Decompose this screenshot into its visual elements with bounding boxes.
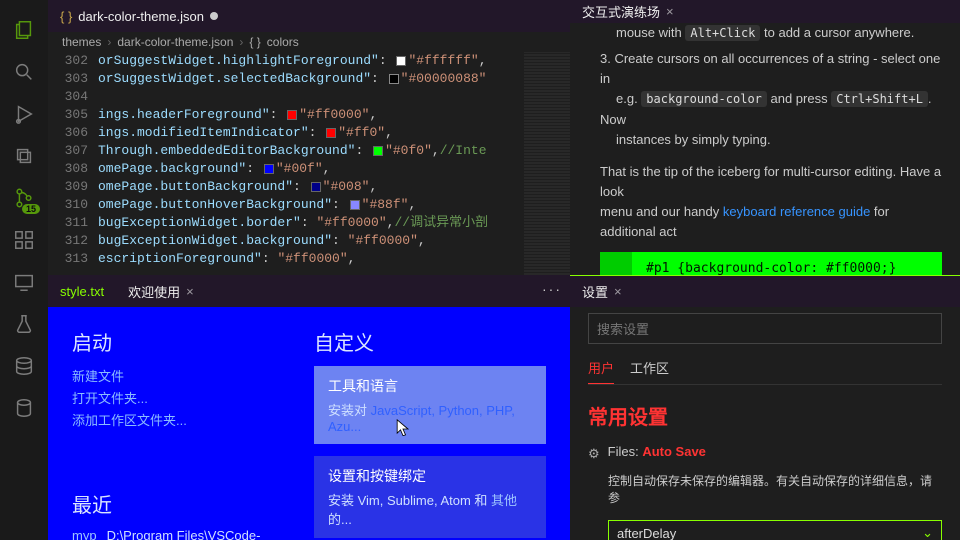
- search-icon[interactable]: [12, 60, 36, 84]
- settings-panel: 设置 × 搜索设置 用户 工作区 常用设置 ⚙ Files: Auto Save…: [570, 275, 960, 540]
- card-tools-lang[interactable]: 工具和语言 安装对 JavaScript, Python, PHP, Azu..…: [314, 366, 546, 444]
- text: 其他: [491, 493, 517, 508]
- playground-body: mouse with Alt+Click to add a cursor any…: [570, 23, 960, 275]
- extensions-icon[interactable]: [12, 228, 36, 252]
- text: 安装 Vim, Sublime, Atom 和: [328, 493, 491, 508]
- tab-settings[interactable]: 设置 ×: [570, 276, 634, 307]
- code: background-color: [641, 91, 767, 107]
- tab-title: dark-color-theme.json: [78, 9, 204, 24]
- playground-tabbar: 交互式演练场 ×: [570, 0, 960, 23]
- chevron-down-icon: ⌄: [922, 525, 933, 540]
- kbd: Alt+Click: [685, 25, 760, 41]
- section-title: 自定义: [314, 327, 546, 356]
- card-keybindings[interactable]: 设置和按键绑定 安装 Vim, Sublime, Atom 和 其他 的...: [314, 456, 546, 538]
- beaker-icon[interactable]: [12, 312, 36, 336]
- text: That is the tip of the iceberg for multi…: [600, 164, 941, 199]
- code-line: #p1 {background-color: #ff0000;}: [646, 260, 942, 275]
- close-icon[interactable]: ×: [666, 4, 674, 19]
- tab-json-file[interactable]: { } dark-color-theme.json: [48, 0, 230, 32]
- minimap[interactable]: [524, 52, 570, 275]
- text: menu and our handy: [600, 204, 723, 219]
- setting-val: Auto Save: [642, 444, 706, 459]
- code-block[interactable]: #p1 {background-color: #ff0000;} #p2 {ba…: [600, 252, 942, 275]
- welcome-panel: style.txt 欢迎使用 × ··· 启动 新建文件 打开文件夹... 添加…: [48, 275, 570, 540]
- setting-desc: 控制自动保存未保存的编辑器。有关自动保存的详细信息，请参: [608, 472, 942, 506]
- text: and press: [767, 91, 831, 106]
- gutter: 302303304305306307308309310311312313: [48, 52, 98, 275]
- tab-title: 设置: [582, 282, 608, 301]
- card-title: 工具和语言: [328, 376, 532, 396]
- code-lines[interactable]: orSuggestWidget.highlightForeground": "#…: [98, 52, 570, 275]
- run-debug-icon[interactable]: [12, 102, 36, 126]
- setting-key: Files:: [608, 444, 643, 459]
- playground-panel: 交互式演练场 × mouse with Alt+Click to add a c…: [570, 0, 960, 275]
- more-icon[interactable]: ···: [542, 281, 562, 297]
- breadcrumb-seg[interactable]: themes: [62, 35, 101, 49]
- link[interactable]: keyboard reference guide: [723, 204, 870, 219]
- scope-workspace[interactable]: 工作区: [630, 352, 669, 384]
- source-control-icon[interactable]: 15: [12, 186, 36, 210]
- breadcrumb-seg[interactable]: dark-color-theme.json: [117, 35, 233, 49]
- section-title: 启动: [72, 327, 304, 356]
- scope-tabs: 用户 工作区: [588, 352, 942, 385]
- card-title: 设置和按键绑定: [328, 466, 532, 486]
- copy-icon[interactable]: [12, 144, 36, 168]
- autosave-dropdown[interactable]: afterDelay ⌄: [608, 520, 942, 540]
- code-area[interactable]: 302303304305306307308309310311312313 orS…: [48, 52, 570, 275]
- link-open-folder[interactable]: 打开文件夹...: [72, 388, 304, 407]
- activity-bar: 15: [0, 0, 48, 540]
- kbd: Ctrl+Shift+L: [831, 91, 928, 107]
- settings-tabbar: 设置 ×: [570, 276, 960, 307]
- link-new-file[interactable]: 新建文件: [72, 366, 304, 385]
- tab-playground[interactable]: 交互式演练场 ×: [570, 0, 686, 23]
- tab-welcome[interactable]: 欢迎使用 ×: [116, 275, 206, 307]
- section-common: 常用设置: [588, 401, 942, 430]
- close-icon[interactable]: ×: [186, 284, 194, 299]
- scm-badge: 15: [22, 204, 40, 214]
- text: to add a cursor anywhere.: [760, 25, 914, 40]
- cylinder-icon[interactable]: [12, 396, 36, 420]
- scope-user[interactable]: 用户: [588, 352, 614, 384]
- section-title: 最近: [72, 489, 304, 518]
- close-icon[interactable]: ×: [614, 284, 622, 299]
- editor-tabbar: { } dark-color-theme.json: [48, 0, 570, 32]
- recent-path: D:\Program Files\VSCode-win32-...: [107, 528, 304, 540]
- link-add-workspace[interactable]: 添加工作区文件夹...: [72, 410, 304, 429]
- text: 3. Create cursors on all occurrences of …: [600, 51, 940, 86]
- stack-icon[interactable]: [12, 354, 36, 378]
- remote-icon[interactable]: [12, 270, 36, 294]
- tab-title: 交互式演练场: [582, 2, 660, 21]
- welcome-tabbar: style.txt 欢迎使用 × ···: [48, 275, 570, 307]
- text: mouse with: [616, 25, 685, 40]
- files-icon[interactable]: [12, 18, 36, 42]
- welcome-custom-col: 自定义 工具和语言 安装对 JavaScript, Python, PHP, A…: [314, 327, 546, 540]
- welcome-start-col: 启动 新建文件 打开文件夹... 添加工作区文件夹... 最近 myp D:\P…: [72, 327, 304, 540]
- recent-item[interactable]: myp D:\Program Files\VSCode-win32-...: [72, 528, 304, 540]
- setting-autosave: ⚙ Files: Auto Save: [588, 444, 942, 462]
- tab-title: 欢迎使用: [128, 282, 180, 301]
- breadcrumb[interactable]: themes › dark-color-theme.json › { } col…: [48, 32, 570, 52]
- tab-style-txt[interactable]: style.txt: [48, 275, 116, 307]
- text: e.g.: [616, 91, 641, 106]
- breadcrumb-seg[interactable]: colors: [267, 35, 299, 49]
- dropdown-value: afterDelay: [617, 526, 676, 540]
- text: 的...: [328, 512, 352, 527]
- editor-json: { } dark-color-theme.json themes › dark-…: [48, 0, 570, 275]
- text: 安装对: [328, 403, 371, 418]
- text: instances by simply typing.: [616, 132, 771, 147]
- recent-name: myp: [72, 528, 97, 540]
- gear-icon[interactable]: ⚙: [588, 446, 600, 462]
- tab-title: style.txt: [60, 284, 104, 299]
- modified-dot-icon: [210, 12, 218, 20]
- search-input[interactable]: 搜索设置: [588, 313, 942, 344]
